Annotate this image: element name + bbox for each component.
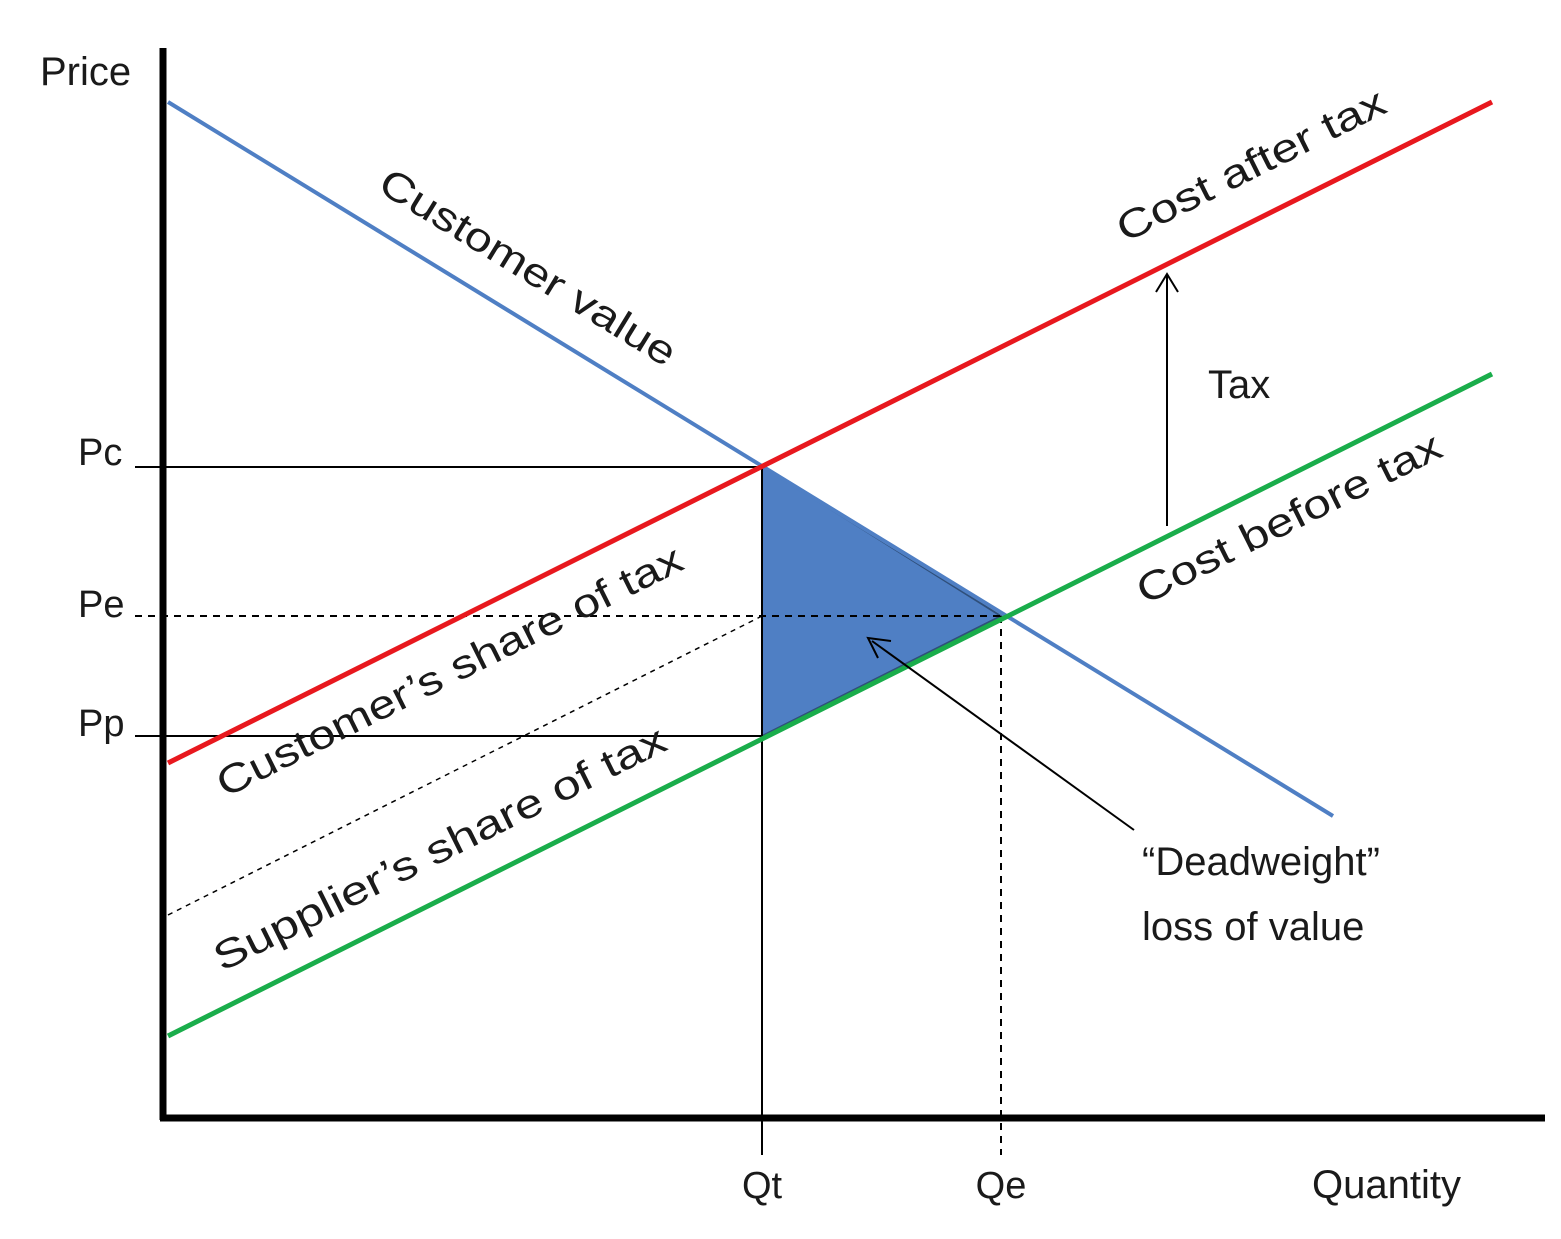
tax-arrow bbox=[1155, 272, 1179, 526]
deadweight-label-line2: loss of value bbox=[1142, 905, 1364, 949]
y-tick-pp: Pp bbox=[78, 703, 124, 745]
cost-after-tax-label: Cost after tax bbox=[1109, 80, 1393, 251]
x-tick-qe: Qe bbox=[976, 1165, 1027, 1207]
deadweight-arrow bbox=[866, 636, 1135, 831]
x-axis-label: Quantity bbox=[1312, 1163, 1461, 1207]
y-tick-pe: Pe bbox=[78, 584, 124, 626]
customer-value-label: Customer value bbox=[371, 160, 684, 375]
pe-projection-line bbox=[167, 615, 763, 916]
deadweight-loss-triangle bbox=[761, 464, 1004, 738]
customer-value-curve bbox=[166, 100, 1335, 818]
tax-label: Tax bbox=[1208, 363, 1270, 407]
x-tick-qt: Qt bbox=[742, 1165, 783, 1207]
y-axis-label: Price bbox=[40, 50, 131, 94]
cost-after-tax-curve bbox=[166, 99, 1494, 766]
cost-before-tax-curve bbox=[166, 371, 1494, 1039]
y-tick-pc: Pc bbox=[78, 432, 122, 474]
deadweight-label-line1: “Deadweight” bbox=[1142, 840, 1380, 884]
cost-before-tax-label: Cost before tax bbox=[1129, 424, 1448, 613]
